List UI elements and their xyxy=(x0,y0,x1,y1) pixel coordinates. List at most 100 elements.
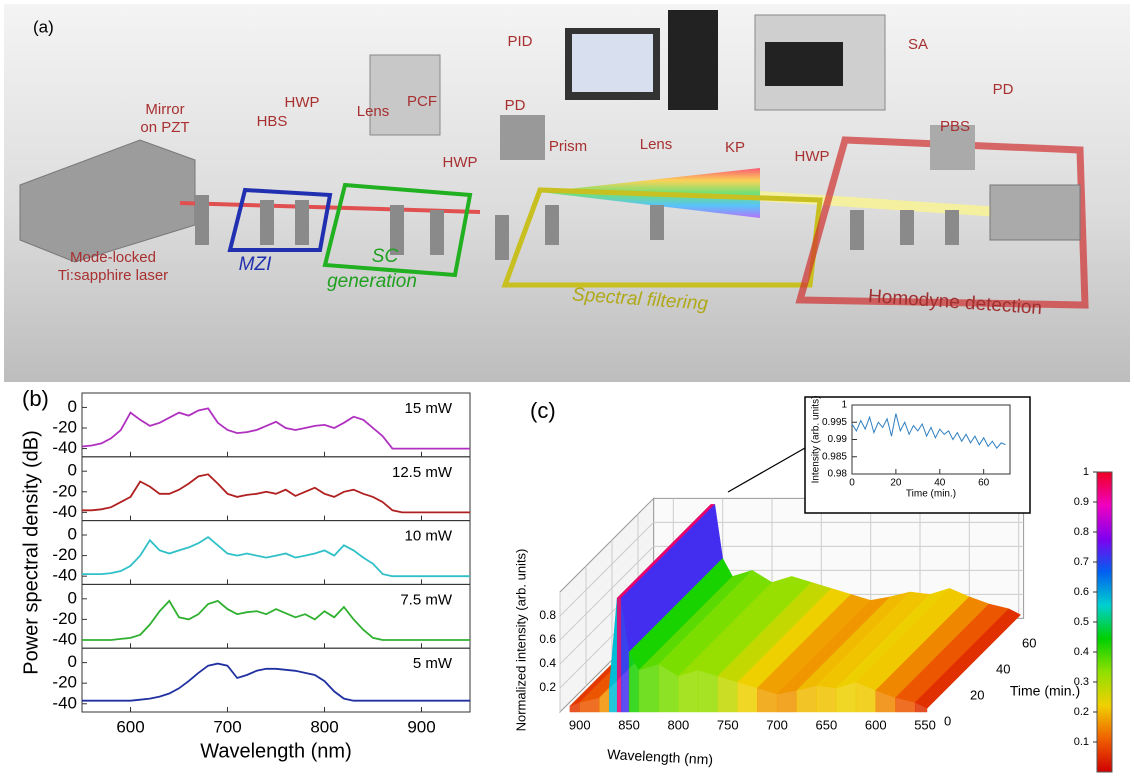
monitor-screen xyxy=(572,34,653,92)
series-label: 15 mW xyxy=(404,400,452,417)
colorbar-tick-label: 0.5 xyxy=(1074,616,1089,628)
label: Mirror xyxy=(145,101,184,118)
y-axis-label: Time (min.) xyxy=(1010,683,1080,699)
colorbar-tick-label: 0.4 xyxy=(1074,646,1089,658)
surface-front xyxy=(777,690,797,712)
x-tick-label: 800 xyxy=(310,717,338,736)
label: HWP xyxy=(795,148,830,165)
sa-screen xyxy=(765,42,843,86)
y-tick-label: 0.985 xyxy=(822,451,847,462)
label: HWP xyxy=(443,154,478,171)
series-label: 5 mW xyxy=(413,655,453,672)
y-axis-label: Intensity (arb. units) xyxy=(811,396,822,484)
x-tick-label: 40 xyxy=(934,478,946,489)
x-tick-label: 800 xyxy=(668,717,690,732)
y-tick-label: 0 xyxy=(68,652,77,671)
surface-front xyxy=(797,686,817,712)
y-tick-label: 0 xyxy=(68,524,77,543)
x-tick-label: 750 xyxy=(717,717,739,732)
surface-front xyxy=(678,670,698,712)
x-axis-label: Wavelength (nm) xyxy=(607,746,714,768)
x-tick-label: 700 xyxy=(213,717,241,736)
colorbar-tick-label: 0.8 xyxy=(1074,526,1089,538)
label: PID xyxy=(507,33,532,50)
x-tick-label: 60 xyxy=(978,478,990,489)
label: Lens xyxy=(640,136,673,153)
plot-frame xyxy=(82,648,470,712)
x-tick-label: 20 xyxy=(890,478,902,489)
y-tick-label: 0.99 xyxy=(828,434,848,445)
colorbar-tick-label: 0.2 xyxy=(1074,706,1089,718)
y-tick-label: -20 xyxy=(52,417,77,436)
x-axis-label: Wavelength (nm) xyxy=(200,740,352,762)
surface-front xyxy=(698,670,718,712)
y-tick-label: 1 xyxy=(841,400,847,411)
colorbar-tick-label: 0.9 xyxy=(1074,496,1089,508)
series-label: 10 mW xyxy=(404,528,452,545)
label: Mode-locked xyxy=(70,249,156,266)
label: PCF xyxy=(407,93,437,110)
data-line xyxy=(82,664,470,701)
computer xyxy=(668,10,718,110)
surface-front xyxy=(817,686,837,712)
figure: (a) PID SA Mirror on PZT HBS HWP Lens PC… xyxy=(0,0,1134,777)
x-tick-label: 600 xyxy=(116,717,144,736)
series-label: 12.5 mW xyxy=(392,464,453,481)
y-tick-label: -20 xyxy=(52,609,77,628)
label: HBS xyxy=(257,113,288,130)
colorbar-tick-label: 0.6 xyxy=(1074,586,1089,598)
x-tick-label: 600 xyxy=(865,717,887,732)
y-tick-label: 0 xyxy=(944,713,951,728)
z-tick-label: 0.4 xyxy=(539,656,556,670)
y-tick-label: -40 xyxy=(52,502,77,521)
colorbar xyxy=(1097,472,1112,772)
x-tick-label: 900 xyxy=(407,717,435,736)
x-tick-label: 650 xyxy=(816,717,838,732)
label: Ti:sapphire laser xyxy=(58,267,168,284)
colorbar-tick-label: 1 xyxy=(1083,466,1089,478)
pd-box xyxy=(990,185,1080,240)
y-tick-label: -20 xyxy=(52,673,77,692)
panel-label: (a) xyxy=(33,17,54,36)
y-tick-label: 40 xyxy=(996,661,1010,676)
label: PBS xyxy=(940,118,970,135)
frame-label: generation xyxy=(327,271,417,292)
frame-label: MZI xyxy=(239,254,272,275)
label: KP xyxy=(725,139,745,156)
y-tick-label: -20 xyxy=(52,481,77,500)
panel-label: (b) xyxy=(22,386,49,411)
x-axis-label: Time (min.) xyxy=(906,489,956,500)
y-axis-label: Power spectral density (dB) xyxy=(20,430,42,675)
inset-pointer xyxy=(728,448,805,492)
panel-a: (a) PID SA Mirror on PZT HBS HWP Lens PC… xyxy=(4,4,1130,382)
label: Prism xyxy=(549,138,587,155)
colorbar-tick-label: 0.1 xyxy=(1074,736,1089,748)
label: PD xyxy=(993,81,1014,98)
y-tick-label: 0.98 xyxy=(828,469,848,480)
x-tick-label: 900 xyxy=(569,717,591,732)
label: SA xyxy=(908,36,928,53)
z-tick-label: 0.2 xyxy=(539,680,556,694)
colorbar-tick-label: 0.3 xyxy=(1074,676,1089,688)
y-tick-label: 0 xyxy=(68,397,77,416)
x-tick-label: 0 xyxy=(849,478,855,489)
y-tick-label: -40 xyxy=(52,566,77,585)
y-tick-label: 60 xyxy=(1022,635,1036,650)
label: on PZT xyxy=(140,119,189,136)
frame-label: SC xyxy=(372,246,399,267)
x-tick-label: 850 xyxy=(618,717,640,732)
surface-front xyxy=(718,676,738,712)
y-tick-label: 0.995 xyxy=(822,417,847,428)
z-tick-label: 0.8 xyxy=(539,608,556,622)
y-tick-label: 0 xyxy=(68,588,77,607)
label: HWP xyxy=(285,94,320,111)
label: PD xyxy=(505,97,526,114)
y-tick-label: -40 xyxy=(52,693,77,712)
y-tick-label: -40 xyxy=(52,438,77,457)
y-tick-label: 0 xyxy=(68,461,77,480)
x-tick-label: 700 xyxy=(766,717,788,732)
surface-front xyxy=(617,598,621,712)
x-tick-label: 550 xyxy=(914,717,936,732)
panel-label: (c) xyxy=(530,398,556,423)
z-axis-label: Normalized intensity (arb. units) xyxy=(513,549,528,732)
